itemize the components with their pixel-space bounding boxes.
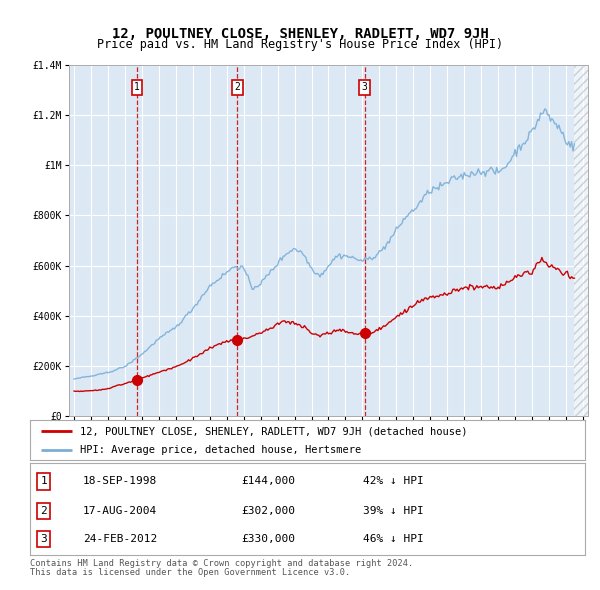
Text: 24-FEB-2012: 24-FEB-2012 [83, 534, 157, 544]
Text: £302,000: £302,000 [241, 506, 295, 516]
Text: £144,000: £144,000 [241, 477, 295, 486]
Text: 12, POULTNEY CLOSE, SHENLEY, RADLETT, WD7 9JH: 12, POULTNEY CLOSE, SHENLEY, RADLETT, WD… [112, 27, 488, 41]
Text: 2: 2 [41, 506, 47, 516]
Text: 3: 3 [362, 83, 368, 93]
Text: 17-AUG-2004: 17-AUG-2004 [83, 506, 157, 516]
Text: Price paid vs. HM Land Registry's House Price Index (HPI): Price paid vs. HM Land Registry's House … [97, 38, 503, 51]
Text: 2: 2 [235, 83, 241, 93]
Text: This data is licensed under the Open Government Licence v3.0.: This data is licensed under the Open Gov… [30, 568, 350, 577]
Text: £330,000: £330,000 [241, 534, 295, 544]
Text: 1: 1 [134, 83, 140, 93]
Text: Contains HM Land Registry data © Crown copyright and database right 2024.: Contains HM Land Registry data © Crown c… [30, 559, 413, 568]
Text: 3: 3 [41, 534, 47, 544]
Text: 12, POULTNEY CLOSE, SHENLEY, RADLETT, WD7 9JH (detached house): 12, POULTNEY CLOSE, SHENLEY, RADLETT, WD… [80, 427, 467, 437]
Text: HPI: Average price, detached house, Hertsmere: HPI: Average price, detached house, Hert… [80, 445, 361, 455]
Text: 1: 1 [41, 477, 47, 486]
Text: 39% ↓ HPI: 39% ↓ HPI [363, 506, 424, 516]
Text: 46% ↓ HPI: 46% ↓ HPI [363, 534, 424, 544]
Text: 42% ↓ HPI: 42% ↓ HPI [363, 477, 424, 486]
Text: 18-SEP-1998: 18-SEP-1998 [83, 477, 157, 486]
